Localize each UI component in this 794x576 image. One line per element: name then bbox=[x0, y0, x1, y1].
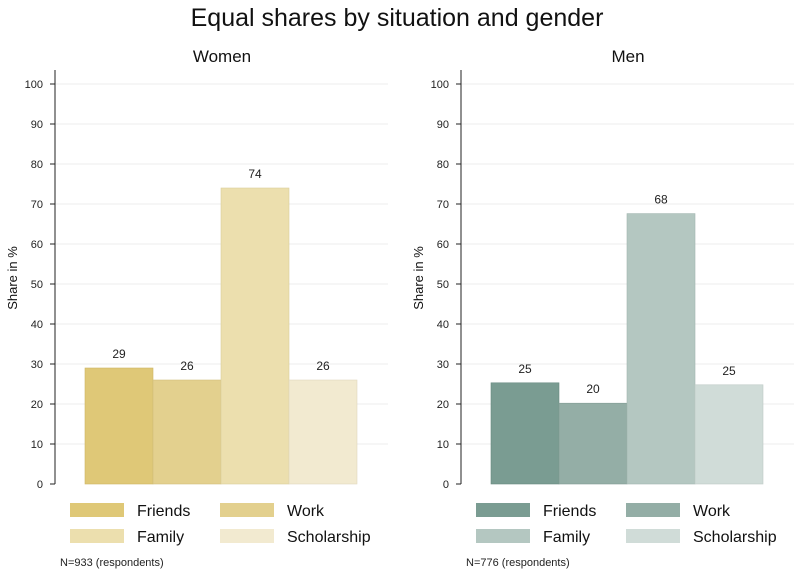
men-note: N=776 (respondents) bbox=[466, 557, 570, 569]
women-y-tick-label: 80 bbox=[31, 159, 43, 171]
men-legend-label-family: Family bbox=[543, 529, 590, 546]
men-y-tick-label: 90 bbox=[437, 119, 449, 131]
women-y-tick-label: 0 bbox=[37, 479, 43, 491]
women-legend-swatch-friends bbox=[70, 503, 124, 517]
women-legend-label-friends: Friends bbox=[137, 503, 190, 520]
men-panel-title: Men bbox=[611, 47, 644, 66]
women-y-tick-label: 60 bbox=[31, 239, 43, 251]
men-legend-swatch-scholarship bbox=[626, 529, 680, 543]
women-legend-label-family: Family bbox=[137, 529, 184, 546]
women-y-tick-label: 100 bbox=[25, 79, 43, 91]
men-y-tick-label: 50 bbox=[437, 279, 449, 291]
women-y-tick-label: 50 bbox=[31, 279, 43, 291]
men-y-tick-label: 40 bbox=[437, 319, 449, 331]
men-y-tick-label: 20 bbox=[437, 399, 449, 411]
men-y-axis-label: Share in % bbox=[411, 246, 426, 310]
women-bar-scholarship bbox=[288, 379, 358, 485]
women-bar-work bbox=[152, 379, 222, 485]
women-value-label-scholarship: 26 bbox=[316, 359, 330, 373]
men-y-tick-label: 10 bbox=[437, 439, 449, 451]
women-note: N=933 (respondents) bbox=[60, 557, 164, 569]
women-bar-friends bbox=[84, 367, 154, 485]
men-legend-swatch-work bbox=[626, 503, 680, 517]
women-y-tick-label: 20 bbox=[31, 399, 43, 411]
men-legend-label-friends: Friends bbox=[543, 503, 596, 520]
women-y-tick-label: 90 bbox=[31, 119, 43, 131]
men-bar-friends bbox=[490, 382, 560, 485]
men-value-label-friends: 25 bbox=[518, 362, 532, 376]
women-y-axis-label: Share in % bbox=[5, 246, 20, 310]
men-legend-label-work: Work bbox=[693, 503, 731, 520]
men-y-tick-label: 70 bbox=[437, 199, 449, 211]
men-y-tick-label: 80 bbox=[437, 159, 449, 171]
women-value-label-work: 26 bbox=[180, 359, 194, 373]
women-y-tick-label: 30 bbox=[31, 359, 43, 371]
women-y-tick-label: 70 bbox=[31, 199, 43, 211]
men-y-tick-label: 100 bbox=[431, 79, 449, 91]
men-bar-scholarship bbox=[694, 384, 764, 485]
women-legend-swatch-scholarship bbox=[220, 529, 274, 543]
men-bar-work bbox=[558, 402, 628, 485]
women-legend-swatch-family bbox=[70, 529, 124, 543]
men-y-tick-label: 30 bbox=[437, 359, 449, 371]
men-value-label-family: 68 bbox=[654, 193, 668, 207]
women-panel-title: Women bbox=[193, 47, 251, 66]
women-legend-swatch-work bbox=[220, 503, 274, 517]
men-value-label-scholarship: 25 bbox=[722, 364, 736, 378]
men-bar-family bbox=[626, 213, 696, 485]
men-legend-label-scholarship: Scholarship bbox=[693, 529, 777, 546]
women-legend-label-scholarship: Scholarship bbox=[287, 529, 371, 546]
women-y-tick-label: 10 bbox=[31, 439, 43, 451]
women-y-tick-label: 40 bbox=[31, 319, 43, 331]
men-value-label-work: 20 bbox=[586, 382, 600, 396]
chart-title: Equal shares by situation and gender bbox=[190, 4, 604, 32]
men-legend-swatch-friends bbox=[476, 503, 530, 517]
women-bar-family bbox=[220, 187, 290, 485]
men-y-tick-label: 60 bbox=[437, 239, 449, 251]
women-legend-label-work: Work bbox=[287, 503, 325, 520]
men-legend-swatch-family bbox=[476, 529, 530, 543]
women-value-label-friends: 29 bbox=[112, 347, 126, 361]
women-value-label-family: 74 bbox=[248, 167, 262, 181]
men-y-tick-label: 0 bbox=[443, 479, 449, 491]
